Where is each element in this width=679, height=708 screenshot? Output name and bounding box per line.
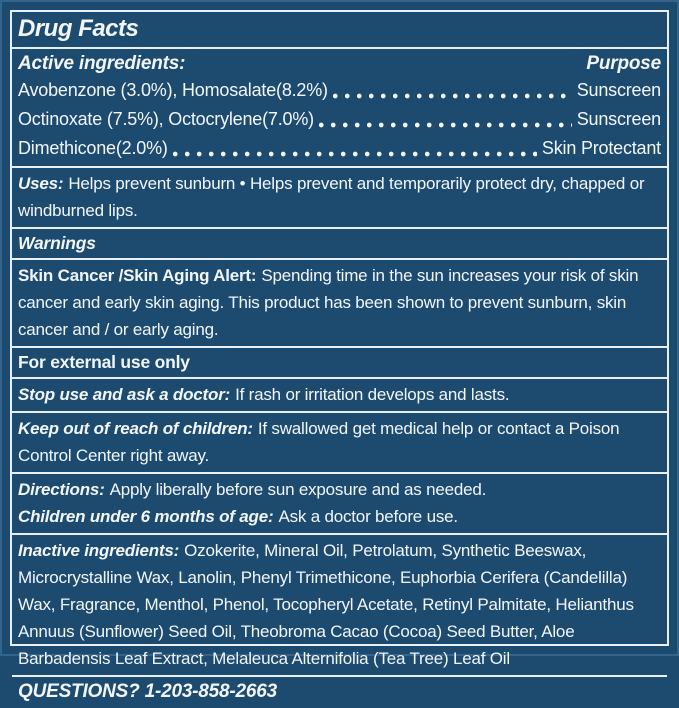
directions-label: Directions:: [18, 480, 105, 499]
directions-paragraph: Directions: Apply liberally before sun ex…: [18, 476, 661, 503]
ingredient-purpose: Sunscreen: [576, 109, 661, 129]
stop-use-paragraph: Stop use and ask a doctor: If rash or irr…: [18, 381, 661, 408]
skin-cancer-alert-paragraph: Skin Cancer /Skin Aging Alert: Spending t…: [18, 262, 661, 343]
ingredient-row: Dimethicone(2.0%) Skin Protectant: [18, 134, 661, 163]
children-paragraph: Children under 6 months of age: Ask a doc…: [18, 503, 661, 530]
ingredient-row: Avobenzone (3.0%), Homosalate(8.2%) Suns…: [18, 76, 661, 105]
ingredient-name: Avobenzone (3.0%), Homosalate(8.2%): [18, 80, 328, 100]
active-ingredients-header: Active ingredients: Purpose: [18, 51, 661, 76]
section-directions: Directions: Apply liberally before sun ex…: [12, 472, 667, 533]
section-inactive-ingredients: Inactive ingredients: Ozokerite, Mineral …: [12, 533, 667, 675]
dot-leader: [332, 76, 572, 105]
stop-use-text: If rash or irritation develops and lasts…: [235, 385, 510, 404]
skin-cancer-alert-text: Spending time in the sun increases your …: [18, 266, 639, 339]
active-ingredients-heading: Active ingredients:: [18, 53, 186, 74]
keep-out-text: If swallowed get medical help or contact…: [18, 419, 620, 465]
section-external-use: For external use only: [12, 346, 667, 377]
purpose-heading: Purpose: [586, 53, 661, 74]
skin-cancer-alert-label: Skin Cancer /Skin Aging Alert:: [18, 266, 257, 285]
keep-out-paragraph: Keep out of reach of children: If swallow…: [18, 415, 661, 469]
external-use-heading: For external use only: [18, 352, 190, 372]
ingredient-name: Octinoxate (7.5%), Octocrylene(7.0%): [18, 109, 314, 129]
section-skin-cancer-alert: Skin Cancer /Skin Aging Alert: Spending t…: [12, 258, 667, 346]
section-stop-use: Stop use and ask a doctor: If rash or irr…: [12, 377, 667, 411]
children-text: Ask a doctor before use.: [278, 507, 458, 526]
inactive-ingredients-text: Ozokerite, Mineral Oil, Petrolatum, Synt…: [18, 541, 634, 668]
ingredient-purpose: Sunscreen: [576, 80, 661, 100]
section-warnings: Warnings: [12, 227, 667, 258]
children-label: Children under 6 months of age:: [18, 507, 274, 526]
ingredient-row: Octinoxate (7.5%), Octocrylene(7.0%) Sun…: [18, 105, 661, 134]
drug-facts-panel: Drug Facts Active ingredients: Purpose A…: [10, 10, 669, 702]
ingredient-purpose: Skin Protectant: [541, 138, 661, 158]
drug-facts-title: Drug Facts: [18, 15, 139, 42]
keep-out-label: Keep out of reach of children:: [18, 419, 253, 438]
warnings-heading: Warnings: [18, 233, 96, 253]
section-uses: Uses: Helps prevent sunburn • Helps preve…: [12, 166, 667, 227]
directions-text: Apply liberally before sun exposure and …: [109, 480, 487, 499]
questions-phone: QUESTIONS? 1-203-858-2663: [18, 681, 278, 702]
section-title: Drug Facts: [12, 12, 667, 47]
ingredient-name: Dimethicone(2.0%): [18, 138, 168, 158]
section-active-ingredients: Active ingredients: Purpose Avobenzone (…: [12, 47, 667, 166]
uses-paragraph: Uses: Helps prevent sunburn • Helps preve…: [18, 170, 661, 224]
uses-label: Uses:: [18, 174, 64, 193]
section-keep-out-of-reach: Keep out of reach of children: If swallow…: [12, 411, 667, 472]
stop-use-label: Stop use and ask a doctor:: [18, 385, 231, 404]
inactive-ingredients-paragraph: Inactive ingredients: Ozokerite, Mineral …: [18, 537, 661, 672]
dot-leader: [318, 105, 572, 134]
section-questions: QUESTIONS? 1-203-858-2663: [12, 675, 667, 708]
uses-text: Helps prevent sunburn • Helps prevent an…: [18, 174, 645, 220]
dot-leader: [172, 134, 537, 163]
inactive-ingredients-label: Inactive ingredients:: [18, 541, 180, 560]
